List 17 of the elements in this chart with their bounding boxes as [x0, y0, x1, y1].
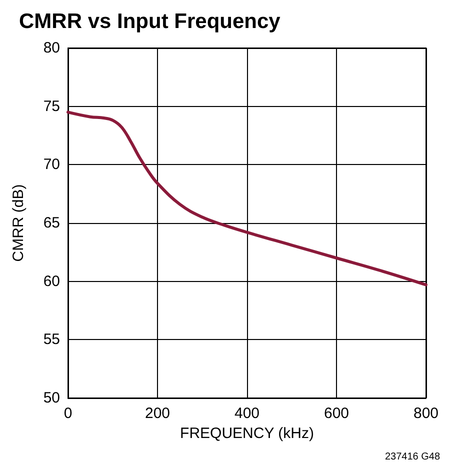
y-tick-label: 65: [43, 214, 60, 232]
line-series: [66, 110, 428, 286]
y-axis-title: CMRR (dB): [10, 184, 27, 262]
x-tick-label: 800: [413, 405, 439, 422]
x-axis-title: FREQUENCY (kHz): [180, 424, 314, 442]
x-tick-label: 600: [324, 405, 350, 422]
chart-title: CMRR vs Input Frequency: [19, 10, 281, 33]
y-tick-label: 50: [43, 390, 60, 406]
y-tick-label: 60: [43, 272, 60, 290]
y-tick-label: 75: [43, 98, 60, 115]
x-tick-label: 0: [64, 405, 72, 422]
y-tick-label: 80: [43, 40, 60, 56]
x-tick-label: 200: [144, 405, 170, 422]
x-tick-label: 400: [234, 405, 260, 422]
text: 237416 G48: [384, 452, 440, 462]
y-tick-label: 55: [43, 331, 60, 348]
y-tick-label: 70: [43, 156, 60, 174]
